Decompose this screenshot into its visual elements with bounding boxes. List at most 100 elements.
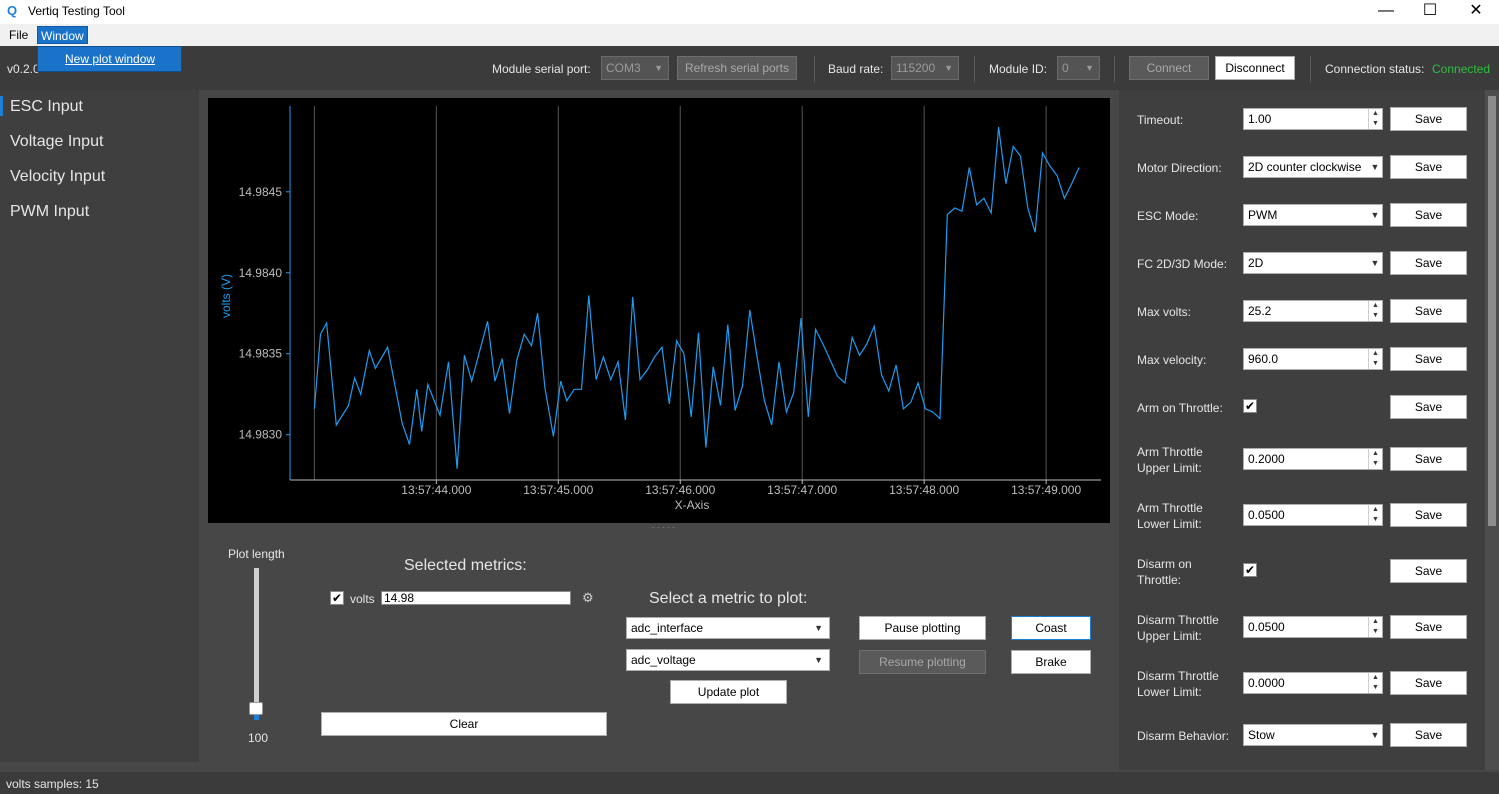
minimize-button[interactable]: — [1378,2,1394,19]
timeout-field[interactable]: 1.00 ▲ ▼ [1243,108,1383,130]
maximize-button[interactable]: ☐ [1422,2,1438,19]
gear-icon[interactable]: ⚙ [582,590,594,605]
arm-throttle-lower-field[interactable]: 0.0500 ▲ ▼ [1243,504,1383,526]
save-disarm-on-throttle-button[interactable]: Save [1390,559,1467,583]
metric-interface-value: adc_interface [631,621,704,635]
save-timeout-button[interactable]: Save [1390,107,1467,131]
select-metric-title: Select a metric to plot: [649,590,808,607]
metric-select[interactable]: adc_voltage ▼ [626,649,830,671]
sidebar-item-esc-input[interactable]: ESC Input [10,98,83,115]
max-volts-field[interactable]: 25.2 ▲ ▼ [1243,300,1383,322]
voltage-chart-svg: 14.9845 14.9840 14.9835 14.9830 13:57:44.000… [219,106,1101,512]
motor-direction-value: 2D counter clockwise [1248,160,1362,174]
toolbar-divider [974,56,975,82]
max-velocity-field[interactable]: 960.0 ▲ ▼ [1243,348,1383,370]
connection-status-value: Connected [1432,62,1491,76]
save-disarm-behavior-button[interactable]: Save [1390,723,1467,747]
metric-interface-select[interactable]: adc_interface ▼ [626,617,830,639]
baud-rate-select[interactable]: 115200 ▼ [891,56,959,80]
volts-metric-checkbox[interactable]: ✔ [330,591,344,605]
timeout-label: Timeout: [1137,113,1184,127]
save-esc-mode-button[interactable]: Save [1390,203,1467,227]
clear-button[interactable]: Clear [321,712,607,736]
disarm-on-throttle-checkbox[interactable]: ✔ [1243,563,1257,577]
plot-length-label: Plot length [228,547,285,561]
disarm-behavior-label: Disarm Behavior: [1137,729,1230,743]
connection-status-label: Connection status: [1325,62,1425,76]
module-id-select[interactable]: 0 ▼ [1057,56,1100,80]
spin-arrows-icon[interactable]: ▲ ▼ [1368,349,1382,369]
spin-arrows-icon[interactable]: ▲ ▼ [1368,673,1382,693]
close-button[interactable]: ✕ [1469,2,1483,19]
disconnect-button[interactable]: Disconnect [1215,56,1295,80]
module-id-label: Module ID: [989,62,1048,76]
new-plot-window-menu-item[interactable]: New plot window [65,52,156,66]
chevron-down-icon: ▼ [1370,162,1380,172]
motor-direction-select[interactable]: 2D counter clockwise ▼ [1243,156,1383,178]
toolbar-divider [1310,56,1311,82]
resume-plotting-button[interactable]: Resume plotting [859,650,986,674]
chevron-down-icon: ▼ [814,623,823,633]
max-volts-label: Max volts: [1137,305,1192,319]
y-tick-label: 14.9830 [239,428,283,442]
chevron-down-icon: ▼ [1370,258,1380,268]
series-line-volts [313,126,1080,469]
version-label: v0.2.0 [7,62,40,76]
sidebar-item-pwm-input[interactable]: PWM Input [10,203,90,220]
x-tick-label: 13:57:46.000 [645,483,715,497]
y-tick-label: 14.9845 [239,185,283,199]
sidebar-item-velocity-input[interactable]: Velocity Input [10,168,106,185]
arm-throttle-upper-field[interactable]: 0.2000 ▲ ▼ [1243,448,1383,470]
status-text: volts samples: 15 [6,777,99,791]
sidebar-item-voltage-input[interactable]: Voltage Input [10,133,104,150]
x-tick-label: 13:57:49.000 [1011,483,1081,497]
app-logo-icon: Q [7,3,18,18]
save-max-velocity-button[interactable]: Save [1390,347,1467,371]
arm-on-throttle-label: Arm on Throttle: [1137,401,1223,415]
volts-metric-value: 14.98 [381,591,571,605]
volts-metric-label: volts [350,592,375,606]
disarm-throttle-upper-label: Disarm Throttle Upper Limit: [1137,613,1219,643]
spin-arrows-icon[interactable]: ▲ ▼ [1368,449,1382,469]
disarm-throttle-lower-field[interactable]: 0.0000 ▲ ▼ [1243,672,1383,694]
disarm-throttle-lower-label: Disarm Throttle Lower Limit: [1137,669,1219,699]
save-disarm-throttle-upper-button[interactable]: Save [1390,615,1467,639]
settings-scrollbar-thumb[interactable] [1488,96,1496,526]
brake-button[interactable]: Brake [1011,650,1091,674]
plot-length-slider-track[interactable] [254,568,259,718]
refresh-serial-ports-button[interactable]: Refresh serial ports [677,56,797,80]
disarm-behavior-select[interactable]: Stow ▼ [1243,724,1383,746]
serial-port-select[interactable]: COM3 ▼ [601,56,669,80]
max-velocity-label: Max velocity: [1137,353,1207,367]
save-disarm-throttle-lower-button[interactable]: Save [1390,671,1467,695]
connect-button[interactable]: Connect [1129,56,1209,80]
coast-button[interactable]: Coast [1011,616,1091,640]
save-arm-throttle-lower-button[interactable]: Save [1390,503,1467,527]
spin-arrows-icon[interactable]: ▲ ▼ [1368,301,1382,321]
fc-mode-select[interactable]: 2D ▼ [1243,252,1383,274]
save-fc-mode-button[interactable]: Save [1390,251,1467,275]
save-arm-on-throttle-button[interactable]: Save [1390,395,1467,419]
spin-arrows-icon[interactable]: ▲ ▼ [1368,109,1382,129]
menu-file[interactable]: File [9,28,29,42]
arm-throttle-lower-label: Arm Throttle Lower Limit: [1137,501,1203,531]
update-plot-button[interactable]: Update plot [670,680,787,704]
voltage-plot[interactable]: 14.9845 14.9840 14.9835 14.9830 13:57:44.000… [208,98,1110,523]
title-bar: Q Vertiq Testing Tool — ☐ ✕ [0,0,1499,24]
menu-window[interactable]: Window [37,26,88,44]
spin-arrows-icon[interactable]: ▲ ▼ [1368,505,1382,525]
disarm-throttle-upper-field[interactable]: 0.0500 ▲ ▼ [1243,616,1383,638]
pause-plotting-button[interactable]: Pause plotting [859,616,986,640]
window-title: Vertiq Testing Tool [28,4,125,18]
save-max-volts-button[interactable]: Save [1390,299,1467,323]
save-motor-direction-button[interactable]: Save [1390,155,1467,179]
esc-mode-select[interactable]: PWM ▼ [1243,204,1383,226]
fc-mode-value: 2D [1248,256,1264,270]
save-arm-throttle-upper-button[interactable]: Save [1390,447,1467,471]
arm-on-throttle-checkbox[interactable]: ✔ [1243,399,1257,413]
spin-arrows-icon[interactable]: ▲ ▼ [1368,617,1382,637]
connection-toolbar: v0.2.0 Module serial port: COM3 ▼ Refres… [0,46,1499,90]
baud-rate-value: 115200 [896,61,936,75]
plot-length-slider-handle[interactable] [249,702,263,715]
max-volts-value: 25.2 [1248,304,1272,318]
